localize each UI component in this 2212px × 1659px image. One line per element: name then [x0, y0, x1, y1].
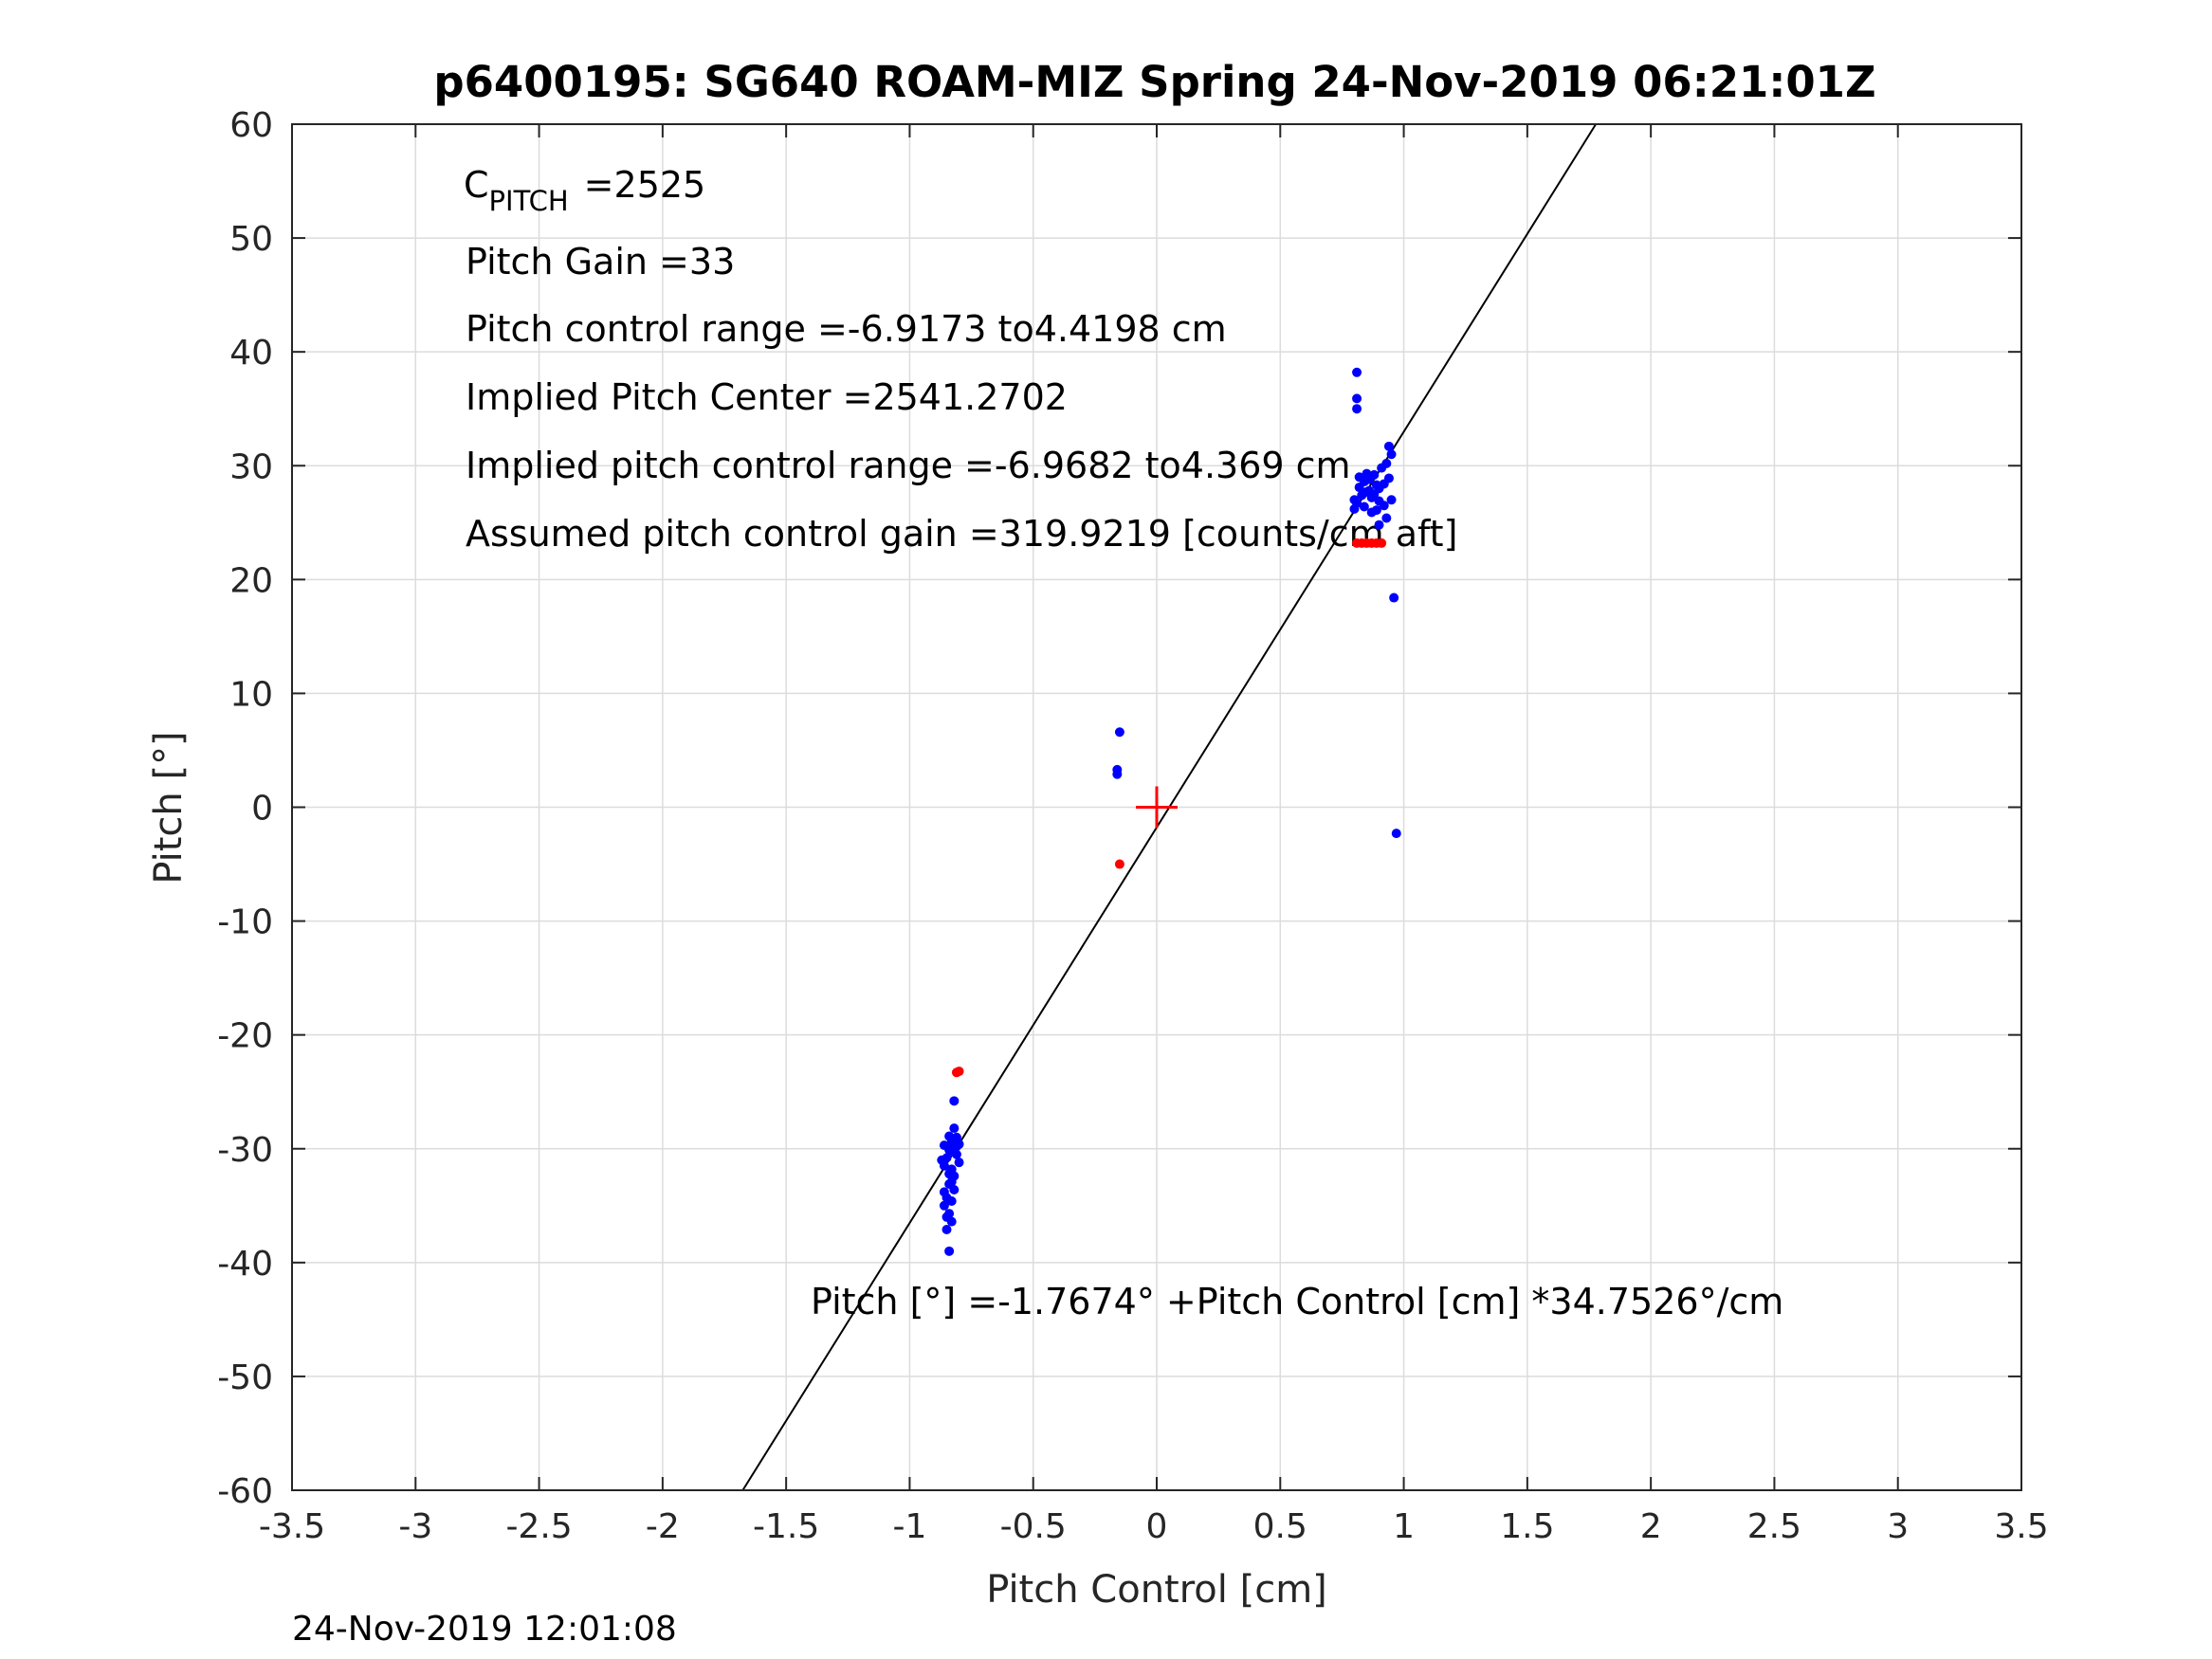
x-tick-label: -3.5 — [259, 1507, 325, 1546]
data-point — [949, 1123, 960, 1134]
y-tick-label: 30 — [229, 447, 273, 486]
x-tick-label: 3.5 — [1994, 1507, 2048, 1546]
data-point — [944, 1131, 955, 1141]
x-tick-label: -3 — [398, 1507, 432, 1546]
y-tick-label: 0 — [251, 790, 273, 829]
y-tick-label: -40 — [217, 1245, 273, 1284]
y-tick-label: 50 — [229, 220, 273, 259]
data-point — [939, 1200, 949, 1211]
data-point — [1386, 495, 1397, 505]
data-point — [944, 1178, 955, 1189]
data-point — [954, 1158, 964, 1168]
data-point — [1377, 463, 1387, 473]
data-point — [1383, 473, 1394, 483]
data-point — [1386, 449, 1397, 460]
x-tick-label: 1 — [1393, 1507, 1415, 1546]
y-tick-label: -10 — [217, 903, 273, 942]
y-tick-label: -60 — [217, 1472, 273, 1511]
y-tick-label: 20 — [229, 561, 273, 600]
data-point — [1352, 404, 1362, 414]
x-tick-label: 2.5 — [1747, 1507, 1801, 1546]
data-point — [1354, 472, 1364, 483]
chart-title: p6400195: SG640 ROAM-MIZ Spring 24-Nov-2… — [433, 57, 1875, 107]
data-point — [949, 1171, 960, 1181]
data-point — [937, 1155, 947, 1165]
c-pitch-letter: C — [464, 164, 489, 206]
center-plus-marker — [1136, 786, 1178, 829]
plot-axes-box — [291, 123, 2022, 1491]
c-pitch-value: =2525 — [584, 164, 706, 206]
x-tick-label: -1.5 — [753, 1507, 819, 1546]
grid-layer — [291, 123, 2022, 1491]
data-point — [951, 1141, 961, 1152]
x-tick-label: -2.5 — [505, 1507, 572, 1546]
x-tick-label: 3 — [1887, 1507, 1909, 1546]
data-point — [1362, 486, 1372, 497]
y-tick-label: 10 — [229, 675, 273, 714]
data-point — [1371, 505, 1381, 516]
data-point — [1381, 513, 1392, 523]
x-tick-label: -2 — [646, 1507, 680, 1546]
data-point — [1349, 503, 1360, 514]
print-timestamp: 24-Nov-2019 12:01:08 — [292, 1610, 677, 1649]
c-pitch-subscript: PITCH — [489, 185, 569, 217]
fit-equation-annotation: Pitch [°] =-1.7674° +Pitch Control [cm] … — [811, 1281, 1783, 1322]
y-tick-label: -50 — [217, 1358, 273, 1397]
y-tick-label: -30 — [217, 1131, 273, 1170]
data-point — [941, 1225, 952, 1235]
data-point — [944, 1246, 955, 1256]
assumed-gain-annotation: Assumed pitch control gain =319.9219 [co… — [466, 513, 1457, 555]
data-point — [949, 1096, 960, 1106]
pitch-gain-annotation: Pitch Gain =33 — [466, 241, 735, 283]
data-point — [1389, 592, 1399, 603]
annotation-layer: CPITCH =2525 Pitch Gain =33 Pitch control… — [464, 164, 1783, 1322]
data-point — [1374, 520, 1384, 530]
x-tick-label: 0 — [1146, 1507, 1168, 1546]
y-tick-label: -20 — [217, 1017, 273, 1056]
x-tick-label: 0.5 — [1253, 1507, 1307, 1546]
pitch-control-range-annotation: Pitch control range =-6.9173 to4.4198 cm — [466, 308, 1227, 350]
data-layer — [741, 123, 1597, 1491]
y-tick-label: 40 — [229, 334, 273, 373]
data-point — [1112, 769, 1123, 779]
data-point — [1377, 538, 1387, 548]
data-point — [939, 1140, 949, 1151]
data-point — [1383, 441, 1394, 451]
tick-layer: -3.5 -3 -2.5 -2 -1.5 -1 -0.5 0 0.5 1 1.5 2 2.5 3 3.5 -6… — [217, 106, 2048, 1546]
data-point — [939, 1187, 949, 1197]
data-point — [946, 1195, 957, 1206]
data-point — [1352, 367, 1362, 377]
implied-pitch-center-annotation: Implied Pitch Center =2541.2702 — [466, 376, 1068, 418]
x-tick-label: 2 — [1640, 1507, 1662, 1546]
x-axis-label: Pitch Control [cm] — [986, 1568, 1327, 1612]
x-tick-label: 1.5 — [1500, 1507, 1554, 1546]
x-tick-label: -0.5 — [1000, 1507, 1067, 1546]
y-axis-label: Pitch [°] — [147, 731, 191, 884]
data-point — [1379, 501, 1389, 511]
implied-pitch-control-range-annotation: Implied pitch control range =-6.9682 to4… — [466, 445, 1351, 486]
data-point — [1114, 859, 1124, 869]
data-point — [1371, 480, 1381, 490]
y-tick-label: 60 — [229, 106, 273, 145]
data-point — [1391, 829, 1401, 839]
c-pitch-annotation: CPITCH =2525 — [464, 164, 705, 217]
data-point — [941, 1212, 952, 1222]
data-point — [1352, 393, 1362, 404]
data-point — [1359, 501, 1369, 512]
data-point — [1114, 727, 1124, 738]
x-tick-label: -1 — [892, 1507, 926, 1546]
data-point — [951, 1067, 961, 1078]
